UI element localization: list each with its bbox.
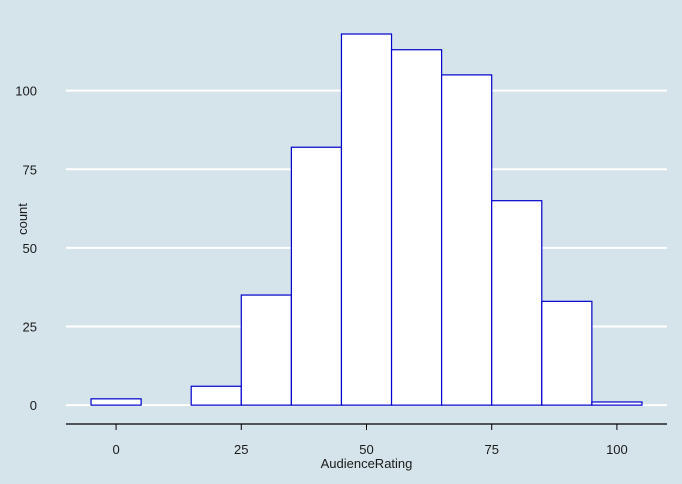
x-tick-label-75: 75 (484, 442, 498, 457)
y-ticks: 0 25 50 75 100 (15, 84, 37, 414)
y-tick-label-100: 100 (15, 84, 37, 99)
x-ticks: 0 25 50 75 100 (112, 424, 628, 457)
y-tick-label-50: 50 (23, 241, 37, 256)
x-tick-label-100: 100 (606, 442, 628, 457)
bars (90, 33, 643, 406)
histogram-bar-50 (340, 33, 393, 406)
histogram-bar-100 (591, 401, 643, 406)
histogram-bar-20 (190, 385, 242, 406)
y-axis-title: count (15, 203, 30, 235)
histogram-bar-70 (441, 74, 493, 406)
y-tick-label-75: 75 (23, 162, 37, 177)
histogram-bar-40 (290, 146, 343, 406)
y-tick-label-0: 0 (30, 398, 37, 413)
histogram-bar-30 (240, 294, 292, 406)
x-axis-title: AudienceRating (321, 456, 413, 471)
histogram-bar-60 (390, 49, 443, 406)
histogram-bar-80 (491, 200, 543, 406)
x-tick-label-25: 25 (234, 442, 248, 457)
y-tick-label-25: 25 (23, 320, 37, 335)
x-tick-label-50: 50 (359, 442, 373, 457)
x-tick-label-0: 0 (112, 442, 119, 457)
histogram-bar-90 (541, 300, 593, 406)
histogram-bar-0 (90, 398, 142, 406)
